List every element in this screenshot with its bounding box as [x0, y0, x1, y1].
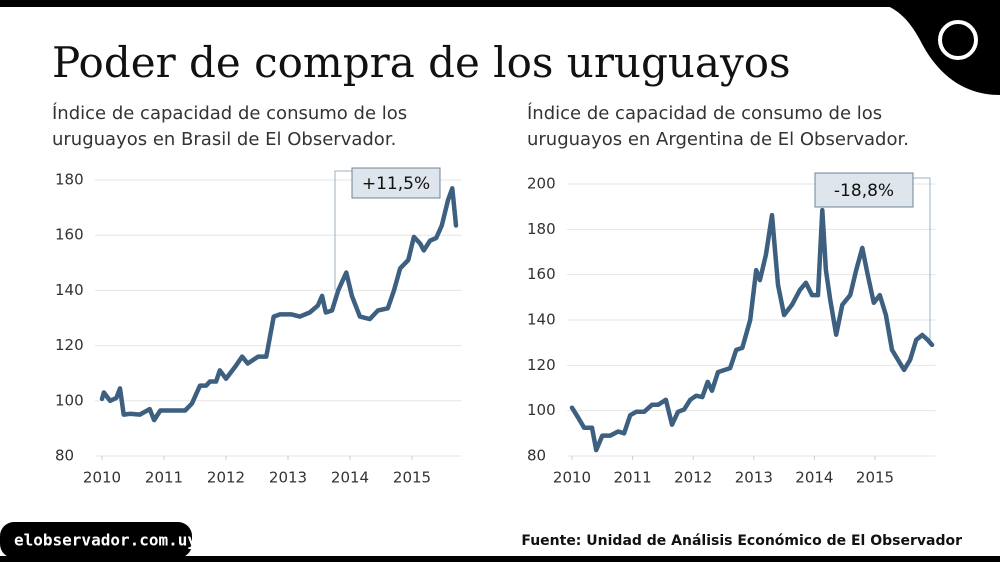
y-tick-label: 120 [527, 356, 556, 374]
source: Fuente: Unidad de Análisis Económico de … [521, 533, 962, 549]
line [99, 186, 459, 423]
line [569, 207, 935, 453]
y-tick-label: 100 [527, 401, 556, 419]
annotation-connector [913, 177, 931, 340]
x-tick-label: 2011 [614, 469, 652, 487]
subtitle: uruguayos en Brasil de El Observador. [52, 129, 396, 150]
y-tick-label: 180 [527, 220, 556, 238]
y-tick-label: 200 [527, 175, 556, 193]
title: Poder de compra de los uruguayos [52, 38, 791, 87]
annotation-box [814, 172, 914, 208]
x-tick-label: 2010 [553, 469, 591, 487]
x-tick-label: 2014 [331, 469, 369, 487]
site: elobservador.com.uy [14, 531, 197, 550]
x-tick-label: 2013 [735, 469, 773, 487]
subtitle: Índice de capacidad de consumo de los [527, 102, 882, 124]
annotation: -18,8% [834, 181, 894, 201]
x-tick-label: 2010 [83, 469, 121, 487]
y-tick-label: 160 [527, 265, 556, 283]
y-tick-label: 80 [527, 447, 546, 465]
annotation: +11,5% [362, 174, 430, 194]
annotation-connector [334, 170, 352, 290]
annotation-box [351, 167, 441, 199]
x-tick-label: 2011 [145, 469, 183, 487]
y-tick-label: 140 [527, 311, 556, 329]
y-tick-label: 80 [55, 447, 74, 465]
x-tick-label: 2015 [856, 469, 894, 487]
x-tick-label: 2015 [393, 469, 431, 487]
subtitle: Índice de capacidad de consumo de los [52, 102, 407, 124]
y-tick-label: 140 [55, 281, 84, 299]
subtitle: uruguayos en Argentina de El Observador. [527, 129, 909, 150]
y-tick-label: 180 [55, 171, 84, 189]
top-bar [0, 0, 1000, 7]
x-tick-label: 2014 [795, 469, 833, 487]
bottom-bar [0, 556, 1000, 562]
x-tick-label: 2012 [207, 469, 245, 487]
y-tick-label: 100 [55, 391, 84, 409]
site-pill [0, 522, 192, 558]
y-tick-label: 120 [55, 336, 84, 354]
y-tick-label: 160 [55, 226, 84, 244]
x-tick-label: 2013 [269, 469, 307, 487]
logo [938, 20, 978, 60]
x-tick-label: 2012 [674, 469, 712, 487]
